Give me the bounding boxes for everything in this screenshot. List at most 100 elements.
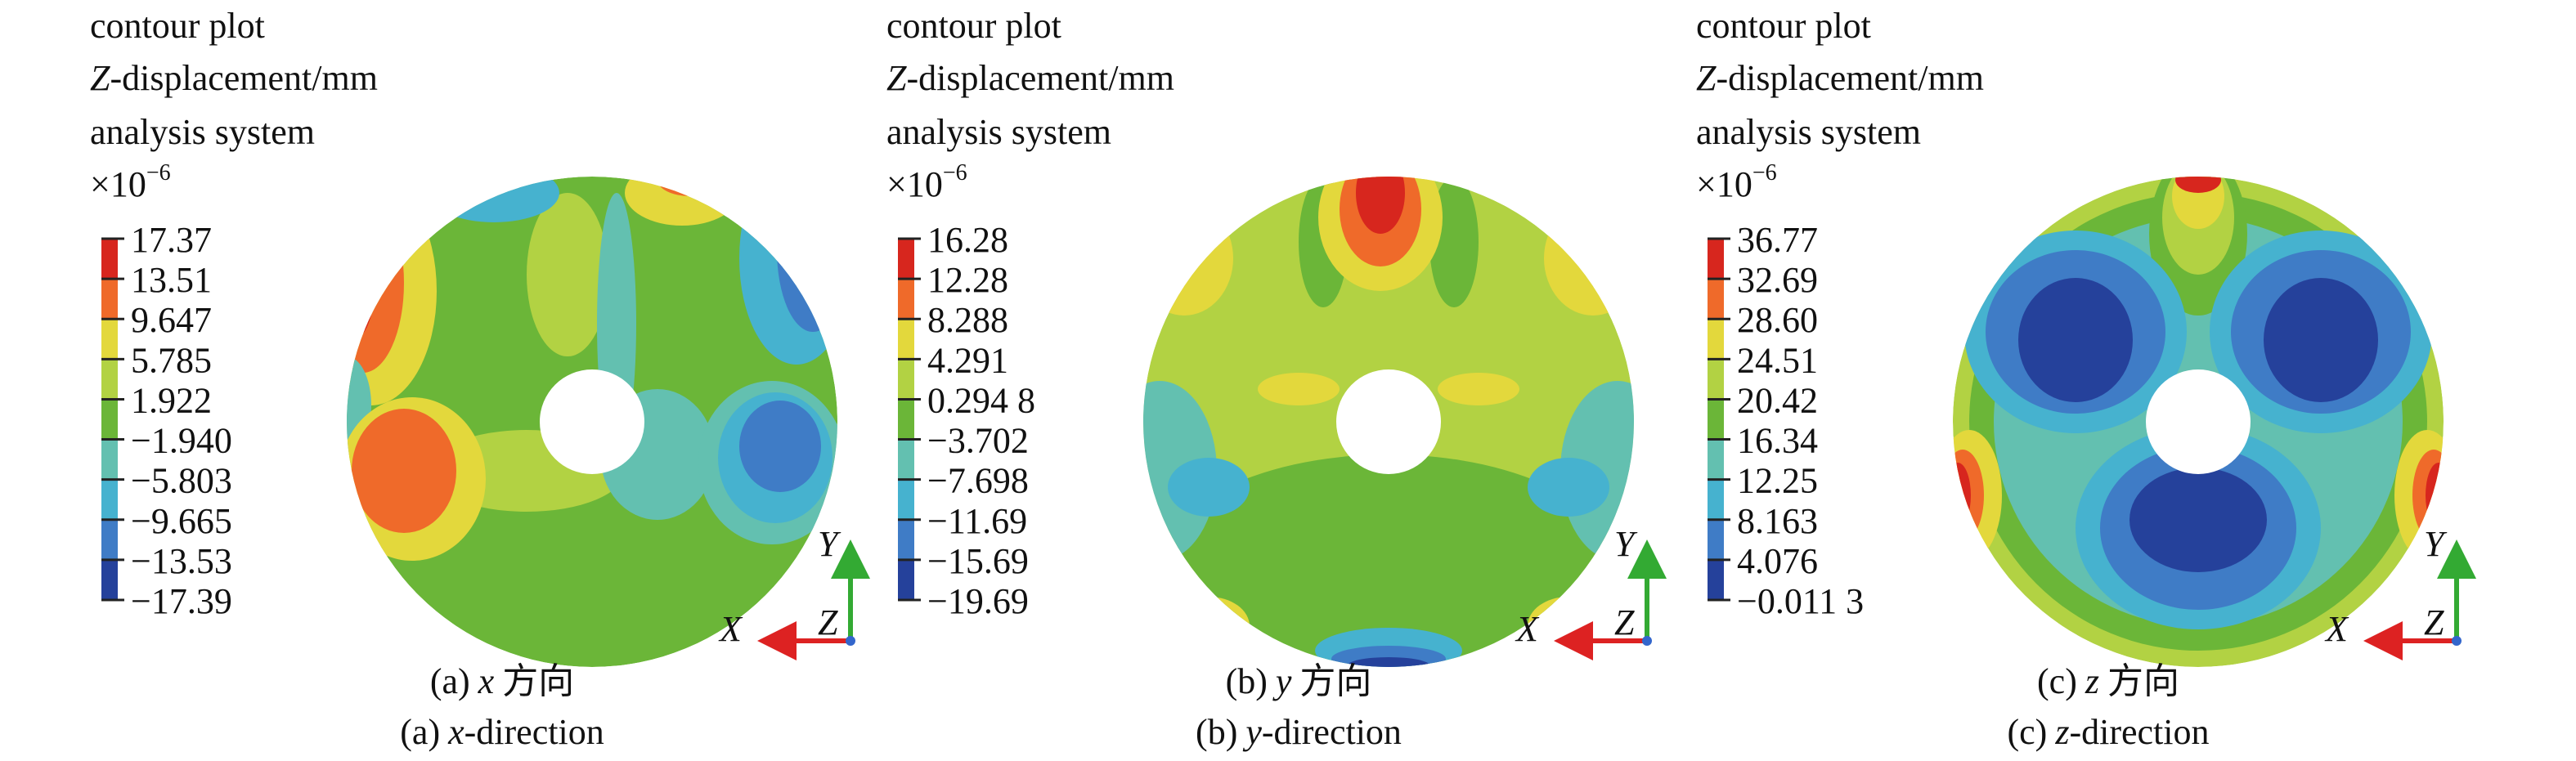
caption-var: y [1242,712,1262,752]
panel: contour plot Z-displacement/mm analysis sy… [1696,6,2476,752]
colorbar-label: 13.51 [131,260,212,300]
caption-text: 方向 [1299,661,1371,701]
axis-origin [846,636,855,646]
colorbar-label: −1.940 [131,421,232,461]
quantity: Z-displacement/mm [886,58,1174,98]
caption-var: z [2054,712,2069,752]
multiplier: ×10−6 [90,160,171,204]
caption-text: 方向 [502,661,574,701]
colorbar-label: 9.647 [131,300,212,340]
colorbar-label: 16.34 [1737,421,1818,461]
caption-cn: (c) z 方向 [2037,661,2179,701]
colorbar-label: −15.69 [927,541,1029,581]
colorbar-segment [101,439,118,480]
axis-label: Z [818,602,838,642]
colorbar-segment [898,239,914,280]
colorbar-segment [1708,399,1724,440]
colorbar-segment [898,519,914,560]
colorbar-segment [101,359,118,400]
colorbar-segment [101,559,118,600]
colorbar-segment [101,239,118,280]
multiplier-exponent: −6 [146,160,171,186]
quantity-symbol: Z [1696,58,1717,98]
colorbar-label: 1.922 [131,380,212,420]
caption-label: (a) [400,712,440,752]
colorbar-segment [898,319,914,360]
quantity: Z-displacement/mm [1696,58,1984,98]
quantity-text: -displacement/mm [906,58,1174,98]
colorbar-label: 8.163 [1737,501,1818,541]
axis-origin [1642,636,1652,646]
multiplier: ×10−6 [1696,160,1777,204]
colorbar-segment [1708,279,1724,320]
caption-label: (a) [430,661,470,701]
colorbar-segment [101,479,118,520]
quantity-symbol: Z [90,58,110,98]
contour-disc [1143,177,1634,667]
colorbar-segment [1708,439,1724,480]
quantity-text: -displacement/mm [110,58,377,98]
caption-en: (b) y-direction [1196,712,1402,752]
multiplier-exponent: −6 [1752,160,1777,186]
axis-label: Y [1614,524,1638,564]
colorbar-label: 0.294 8 [927,380,1035,420]
colorbar-label: 12.25 [1737,461,1818,501]
caption-cn: (a) x 方向 [430,661,574,701]
colorbar-label: 4.291 [927,340,1008,380]
contour-disc [1953,177,2444,667]
colorbar-label: −0.011 3 [1737,581,1864,621]
axis-label: X [1515,609,1540,649]
multiplier-base: ×10 [90,164,146,204]
colorbar-label: 36.77 [1737,220,1818,260]
colorbar-label: −17.39 [131,581,232,621]
colorbar-segment [898,359,914,400]
caption-var: x [478,661,495,701]
axis-label: X [718,609,743,649]
caption-cn: (b) y 方向 [1226,661,1372,701]
colorbar-label: −3.702 [927,421,1029,461]
colorbar-label: −13.53 [131,541,232,581]
colorbar-label: 20.42 [1737,380,1818,420]
colorbar-label: 16.28 [927,220,1008,260]
multiplier-base: ×10 [886,164,943,204]
axis-label: Y [2424,524,2448,564]
colorbar-label: 8.288 [927,300,1008,340]
colorbar-label: 32.69 [1737,260,1818,300]
axis-origin [2452,636,2462,646]
colorbar-segment [101,319,118,360]
system: analysis system [1696,112,1921,152]
axis-label: Z [1614,602,1635,642]
colorbar-segment [898,479,914,520]
multiplier-exponent: −6 [943,160,967,186]
contour-disc [347,177,837,667]
colorbar-segment [1708,359,1724,400]
colorbar-label: 4.076 [1737,541,1818,581]
caption-en: (c) z-direction [2007,712,2209,752]
colorbar-label: −5.803 [131,461,232,501]
colorbar-segment [898,559,914,600]
colorbar-label: −7.698 [927,461,1029,501]
colorbar-segment [1708,479,1724,520]
multiplier: ×10−6 [886,160,967,204]
colorbar-segment [101,399,118,440]
quantity-text: -displacement/mm [1716,58,1983,98]
quantity-symbol: Z [886,58,907,98]
colorbar-label: 5.785 [131,340,212,380]
caption-text: -direction [1262,712,1402,752]
colorbar-label: −11.69 [927,501,1027,541]
colorbar-segment [101,519,118,560]
caption-text: 方向 [2107,661,2179,701]
colorbar-label: −9.665 [131,501,232,541]
caption-label: (b) [1226,661,1268,701]
colorbar-label: 28.60 [1737,300,1818,340]
title: contour plot [1696,6,1871,46]
title: contour plot [886,6,1061,46]
caption-var: y [1272,661,1292,701]
caption-text: -direction [464,712,604,752]
colorbar-label: 17.37 [131,220,212,260]
colorbar-label: −19.69 [927,581,1029,621]
caption-text: -direction [2069,712,2209,752]
